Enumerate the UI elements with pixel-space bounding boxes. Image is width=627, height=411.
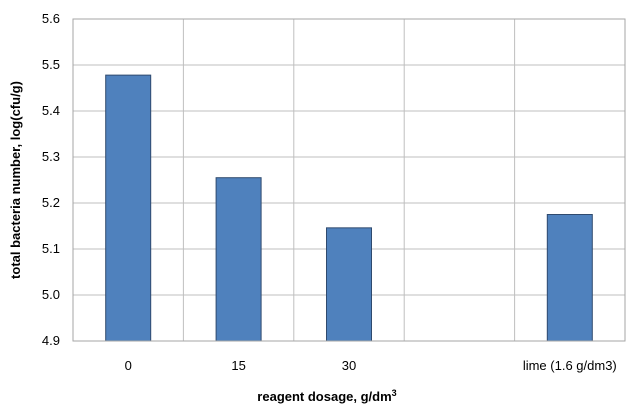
y-axis-title: total bacteria number, log(cfu/g): [8, 81, 23, 279]
bar-30: [326, 227, 372, 342]
bar-lime-1-6-g-dm3: [546, 214, 593, 342]
x-axis-title-text: reagent dosage, g/dm: [257, 389, 391, 404]
y-tick-label: 5.2: [42, 195, 60, 210]
y-tick-label: 5.4: [42, 103, 60, 118]
y-tick-label: 5.5: [42, 57, 60, 72]
x-tick-label: 30: [342, 358, 356, 373]
y-tick-label: 5.1: [42, 241, 60, 256]
plot-frame: [72, 18, 626, 342]
y-tick-label: 5.3: [42, 149, 60, 164]
bars: [105, 74, 593, 342]
x-axis-title: reagent dosage, g/dm3: [257, 388, 396, 404]
y-tick-label: 5.0: [42, 287, 60, 302]
x-tick-label: 0: [125, 358, 132, 373]
bar-15: [215, 177, 262, 342]
x-tick-label: lime (1.6 g/dm3): [523, 358, 617, 373]
y-tick-label: 5.6: [42, 11, 60, 26]
y-axis-tick-labels: 4.9 5.0 5.1 5.2 5.3 5.4 5.5 5.6: [42, 11, 60, 348]
y-tick-label: 4.9: [42, 333, 60, 348]
x-axis-title-superscript: 3: [392, 388, 397, 398]
grid-lines: [73, 18, 625, 342]
bar-0: [105, 74, 152, 342]
x-tick-label: 15: [231, 358, 245, 373]
x-axis-tick-labels: 0 15 30 lime (1.6 g/dm3): [125, 358, 617, 373]
